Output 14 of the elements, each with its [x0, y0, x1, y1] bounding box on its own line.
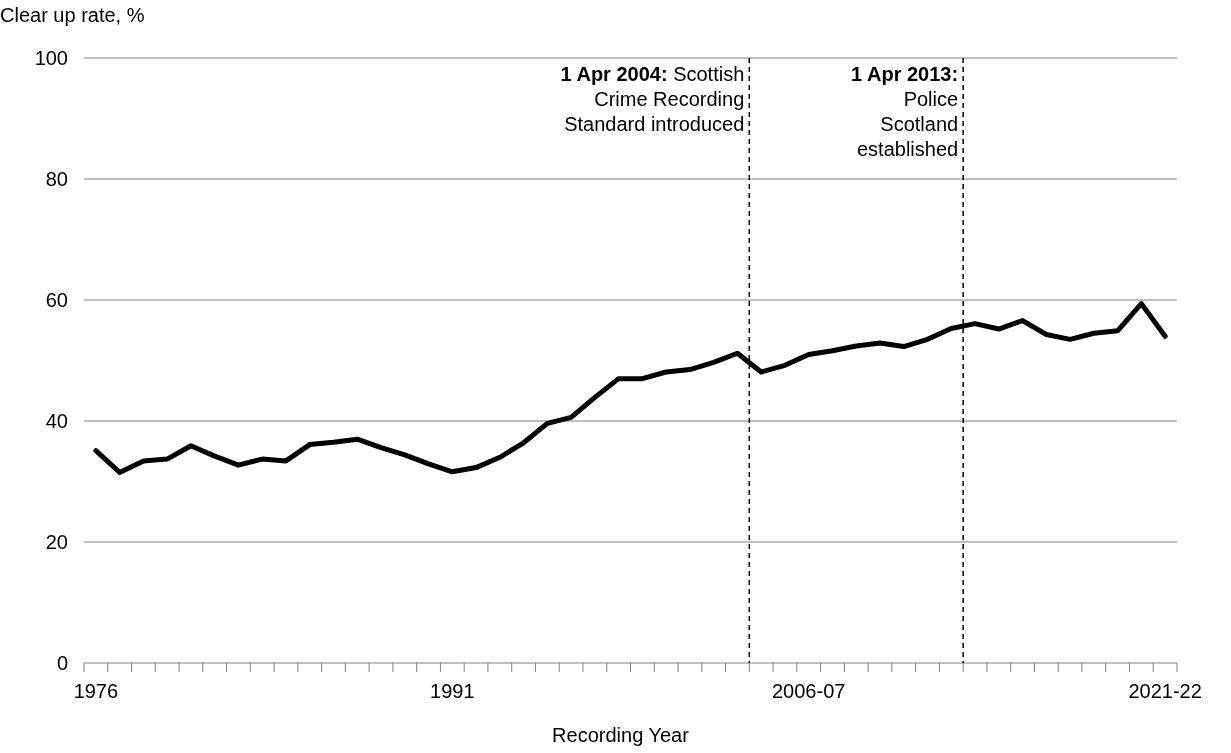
y-tick-label: 40 [45, 410, 68, 432]
x-tick-label: 1976 [73, 680, 119, 702]
ref-line-label: 1 Apr 2013: Police Scotland established [851, 63, 959, 160]
ref-line-label: 1 Apr 2004: Scottish Crime Recording Standard introduced [560, 63, 745, 135]
x-tick-label: 1991 [430, 680, 475, 702]
y-tick-label: 100 [34, 47, 68, 69]
y-tick-label: 60 [45, 289, 68, 311]
y-tick-label: 20 [45, 531, 68, 553]
x-tick-label: 2006-07 [772, 680, 846, 702]
y-axis-title: Clear up rate, % [0, 4, 145, 26]
x-axis-title: Recording Year [552, 724, 690, 746]
y-tick-label: 80 [45, 168, 68, 190]
x-tick-label: 2021-22 [1128, 680, 1202, 702]
y-tick-label: 0 [56, 652, 68, 674]
